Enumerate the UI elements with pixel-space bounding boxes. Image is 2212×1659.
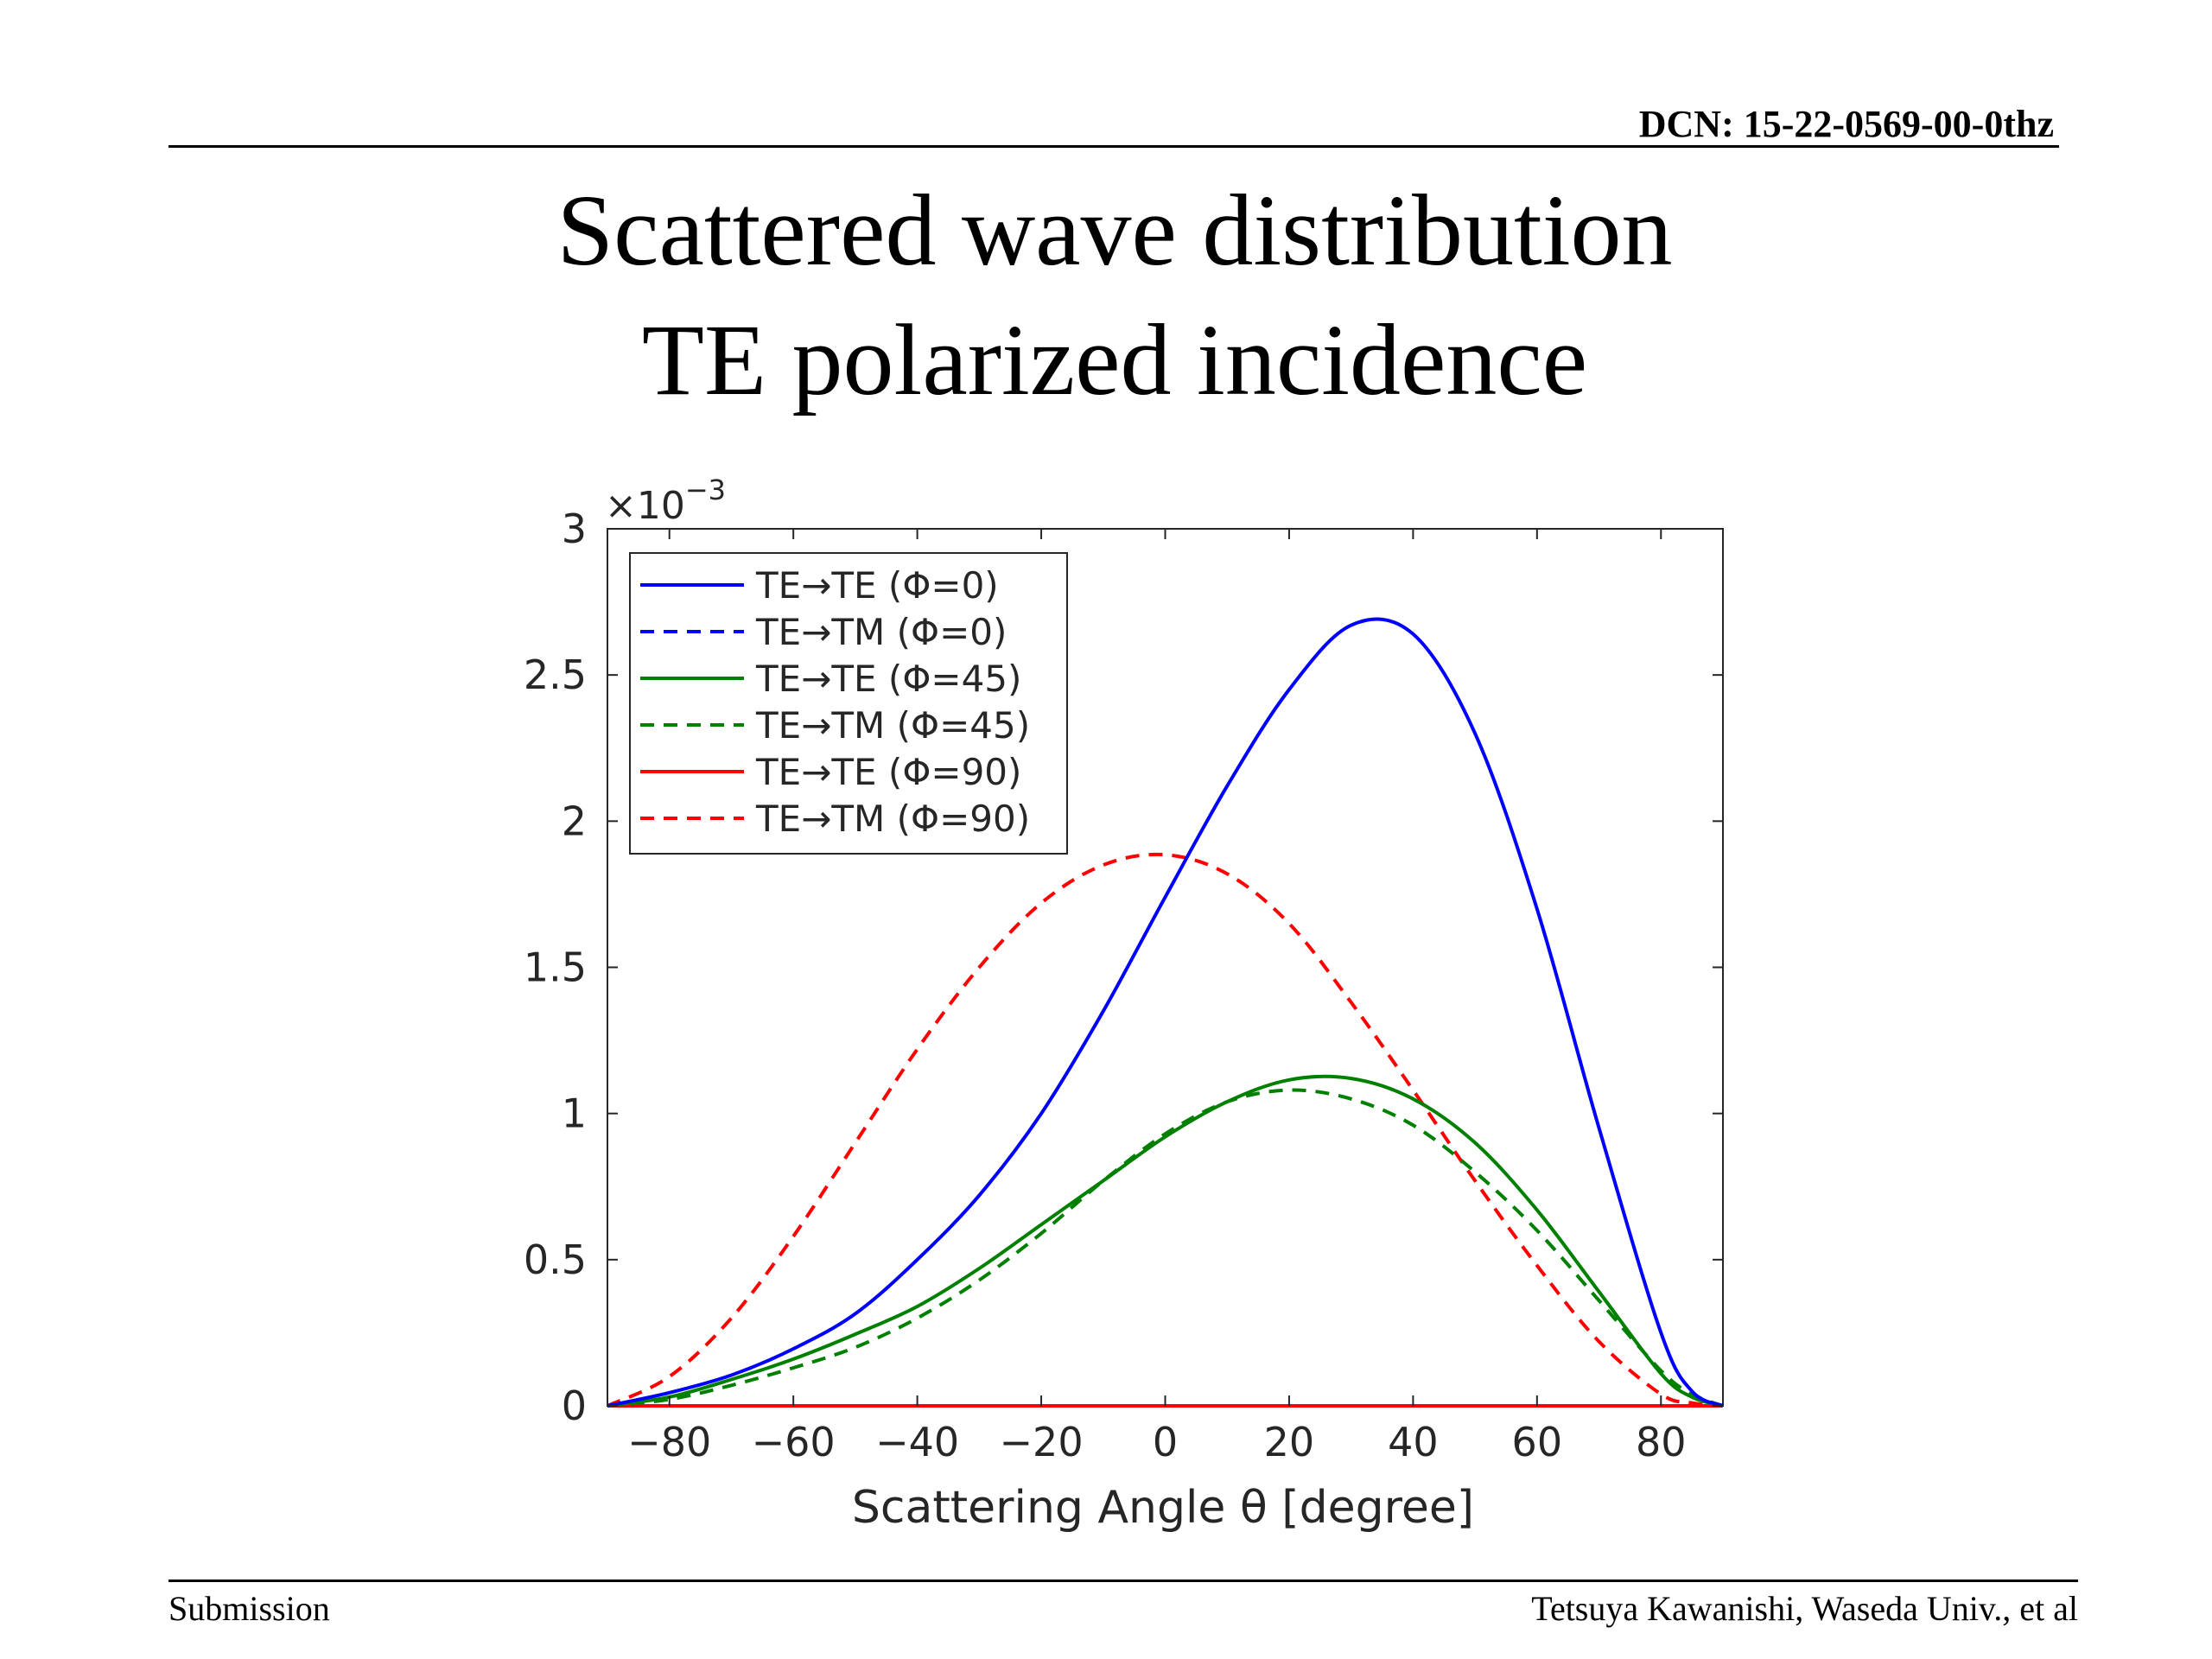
series-group [607, 617, 1724, 1408]
y-tick-label: 1.5 [524, 944, 587, 991]
series-line-4 [607, 1088, 1724, 1408]
footer-author: Tetsuya Kawanishi, Waseda Univ., et al [1531, 1589, 2078, 1628]
y-tick-label: 2 [562, 798, 587, 844]
x-tick-label: −80 [627, 1419, 711, 1465]
header-rule [168, 145, 2059, 148]
slide-title-line-2: TE polarized incidence [641, 303, 1588, 416]
series-line-3 [607, 1074, 1724, 1408]
legend-box [629, 552, 1068, 855]
x-tick-label: 80 [1636, 1419, 1687, 1465]
y-tick-label: 1 [562, 1090, 587, 1137]
slide-title-line-1: Scattered wave distribution [556, 174, 1673, 287]
footer-submission: Submission [168, 1589, 330, 1628]
x-tick-label: 40 [1388, 1419, 1439, 1465]
y-exponent-label: ×10−3 [605, 474, 726, 528]
ticks-group [607, 528, 1723, 1407]
x-tick-label: 20 [1264, 1419, 1315, 1465]
y-tick-label: 0 [562, 1382, 587, 1429]
legend-label: TE→TE (Φ=90) [755, 751, 1021, 793]
legend-label: TE→TM (Φ=45) [755, 704, 1030, 747]
legend-label: TE→TM (Φ=90) [755, 798, 1030, 840]
y-exponent-base: ×10 [605, 484, 685, 528]
legend-label: TE→TE (Φ=45) [755, 658, 1021, 700]
legend-label: TE→TM (Φ=0) [755, 611, 1007, 653]
y-tick-label: 0.5 [524, 1236, 587, 1283]
series-line-1 [607, 617, 1724, 1408]
document-control-number: DCN: 15-22-0569-00-0thz [1638, 103, 2054, 145]
x-tick-label: 0 [1153, 1419, 1178, 1465]
y-exponent-power: −3 [685, 474, 726, 506]
x-tick-label: 60 [1512, 1419, 1563, 1465]
slide-title: Scattered wave distribution TE polarized… [0, 166, 2212, 425]
x-tick-label: −60 [752, 1419, 836, 1465]
footer-rule [168, 1580, 2078, 1582]
x-tick-label: −20 [1000, 1419, 1084, 1465]
tick-labels-group: −80 −60 −40 −20 0 20 40 60 80 0 0.5 1 1.5 2 2.5 3 [524, 505, 1687, 1465]
legend: TE→TE (Φ=0)TE→TM (Φ=0)TE→TE (Φ=45)TE→TM … [629, 552, 1068, 855]
x-axis-label: Scattering Angle θ [degree] [852, 1482, 1474, 1534]
x-tick-label: −40 [875, 1419, 959, 1465]
legend-label: TE→TE (Φ=0) [755, 564, 999, 607]
y-tick-label: 2.5 [524, 652, 587, 698]
y-tick-label: 3 [562, 505, 587, 552]
